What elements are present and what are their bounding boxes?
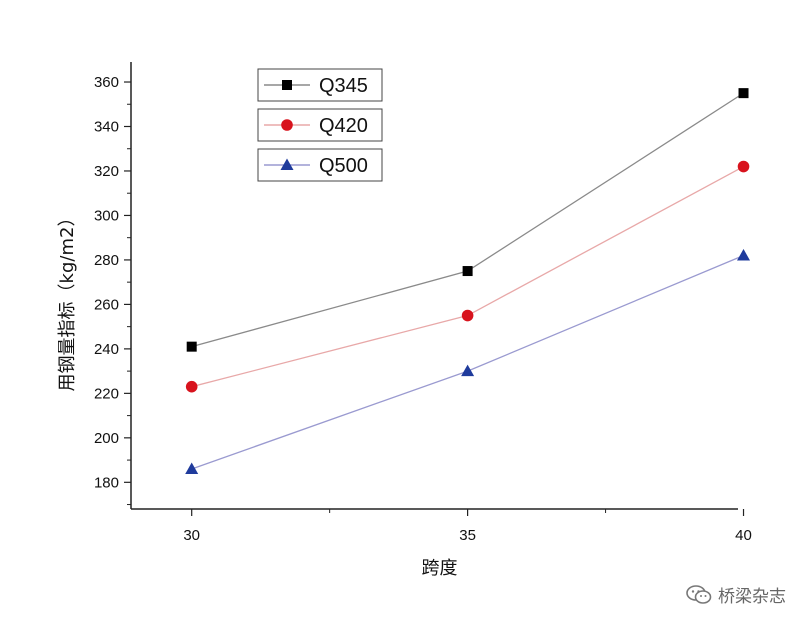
series-group [185,88,751,474]
axis-titles: 跨度 用钢量指标（kg/m2） [57,209,458,579]
legend-marker [280,158,294,170]
y-tick-label: 220 [94,385,119,402]
x-tick-label: 30 [183,527,200,544]
x-tick-label: 35 [459,527,476,544]
axes [130,62,738,510]
y-tick-label: 260 [94,296,119,313]
data-point [186,341,197,352]
ticks: 180 200 220 240 260 280 300 320 340 360 30 35 40 [94,74,752,544]
legend-label: Q500 [319,155,368,177]
series-q420 [185,160,750,393]
legend-item-q420: Q420 [257,108,383,142]
y-tick-label: 320 [94,163,119,180]
x-tick-label: 40 [735,527,752,544]
legend-item-q345: Q345 [257,68,383,102]
legend-label: Q345 [319,75,368,97]
series-q500 [185,248,751,474]
legend-label: Q420 [319,115,368,137]
watermark: 桥梁杂志 [686,582,786,607]
wechat-icon [686,584,712,604]
legend-marker [281,119,293,131]
y-tick-label: 240 [94,341,119,358]
y-tick-label: 180 [94,474,119,491]
series-line [191,165,744,388]
y-tick-label: 360 [94,74,119,91]
y-tick-label: 300 [94,207,119,224]
data-point [738,88,749,99]
data-point [185,462,199,474]
data-point [461,364,475,377]
data-point [737,248,751,261]
legend-item-q500: Q500 [257,148,383,182]
y-tick-label: 200 [94,430,119,447]
legend: Q345 Q420 Q500 [257,68,383,182]
data-point [462,266,473,277]
x-axis-title: 跨度 [422,558,458,579]
y-axis-title: 用钢量指标（kg/m2） [57,209,78,392]
data-point [737,160,750,173]
series-line [191,254,744,470]
y-tick-label: 280 [94,252,119,269]
data-point [461,309,474,322]
y-tick-label: 340 [94,118,119,135]
series-q345 [186,88,749,352]
watermark-text: 桥梁杂志 [718,587,786,607]
legend-marker [282,80,292,90]
data-point [185,380,198,393]
